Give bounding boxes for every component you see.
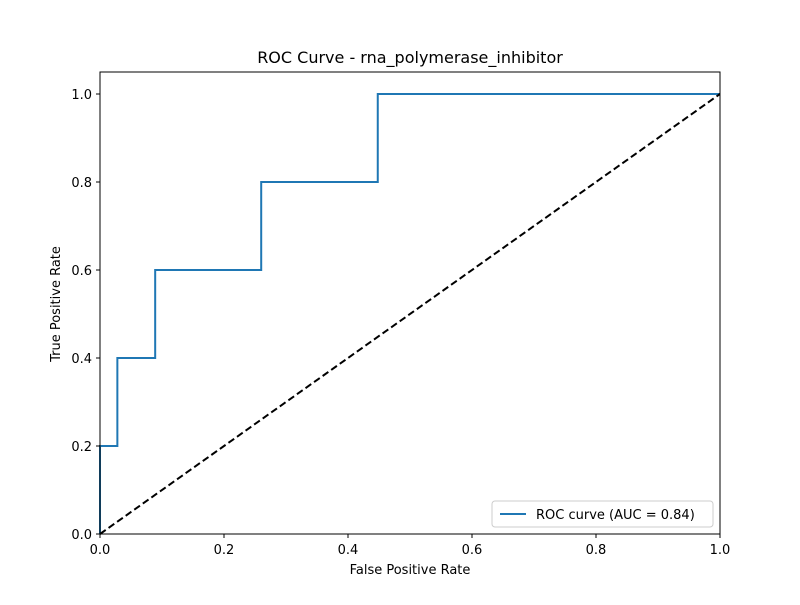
y-tick-label: 0.4 (71, 352, 92, 367)
y-tick-label: 0.6 (71, 264, 92, 279)
axes: 0.0 0.2 0.4 0.6 0.8 1.0 0.0 0.2 0.4 0.6 0.8 1.0 (71, 71, 731, 558)
chart-title: ROC Curve - rna_polymerase_inhibitor (257, 48, 563, 68)
axes-frame (99, 71, 721, 535)
x-tick-label: 0.4 (338, 543, 359, 558)
x-tick-label: 0.0 (90, 543, 111, 558)
x-tick-label: 0.6 (462, 543, 483, 558)
roc-curve-line (99, 93, 720, 534)
legend: ROC curve (AUC = 0.84) (491, 500, 714, 528)
y-tick-label: 0.2 (71, 440, 92, 455)
x-tick-label: 1.0 (710, 543, 731, 558)
legend-box (491, 500, 714, 528)
plot-area (99, 93, 721, 535)
y-tick-label: 0.0 (71, 528, 92, 543)
x-tick-label: 0.8 (586, 543, 607, 558)
y-axis-label: True Positive Rate (49, 246, 64, 363)
y-tick-label: 1.0 (71, 88, 92, 103)
legend-label: ROC curve (AUC = 0.84) (536, 508, 695, 523)
chance-diagonal-line (99, 93, 721, 535)
x-tick-label: 0.2 (214, 543, 235, 558)
y-tick-label: 0.8 (71, 176, 92, 191)
x-axis-label: False Positive Rate (350, 563, 471, 578)
